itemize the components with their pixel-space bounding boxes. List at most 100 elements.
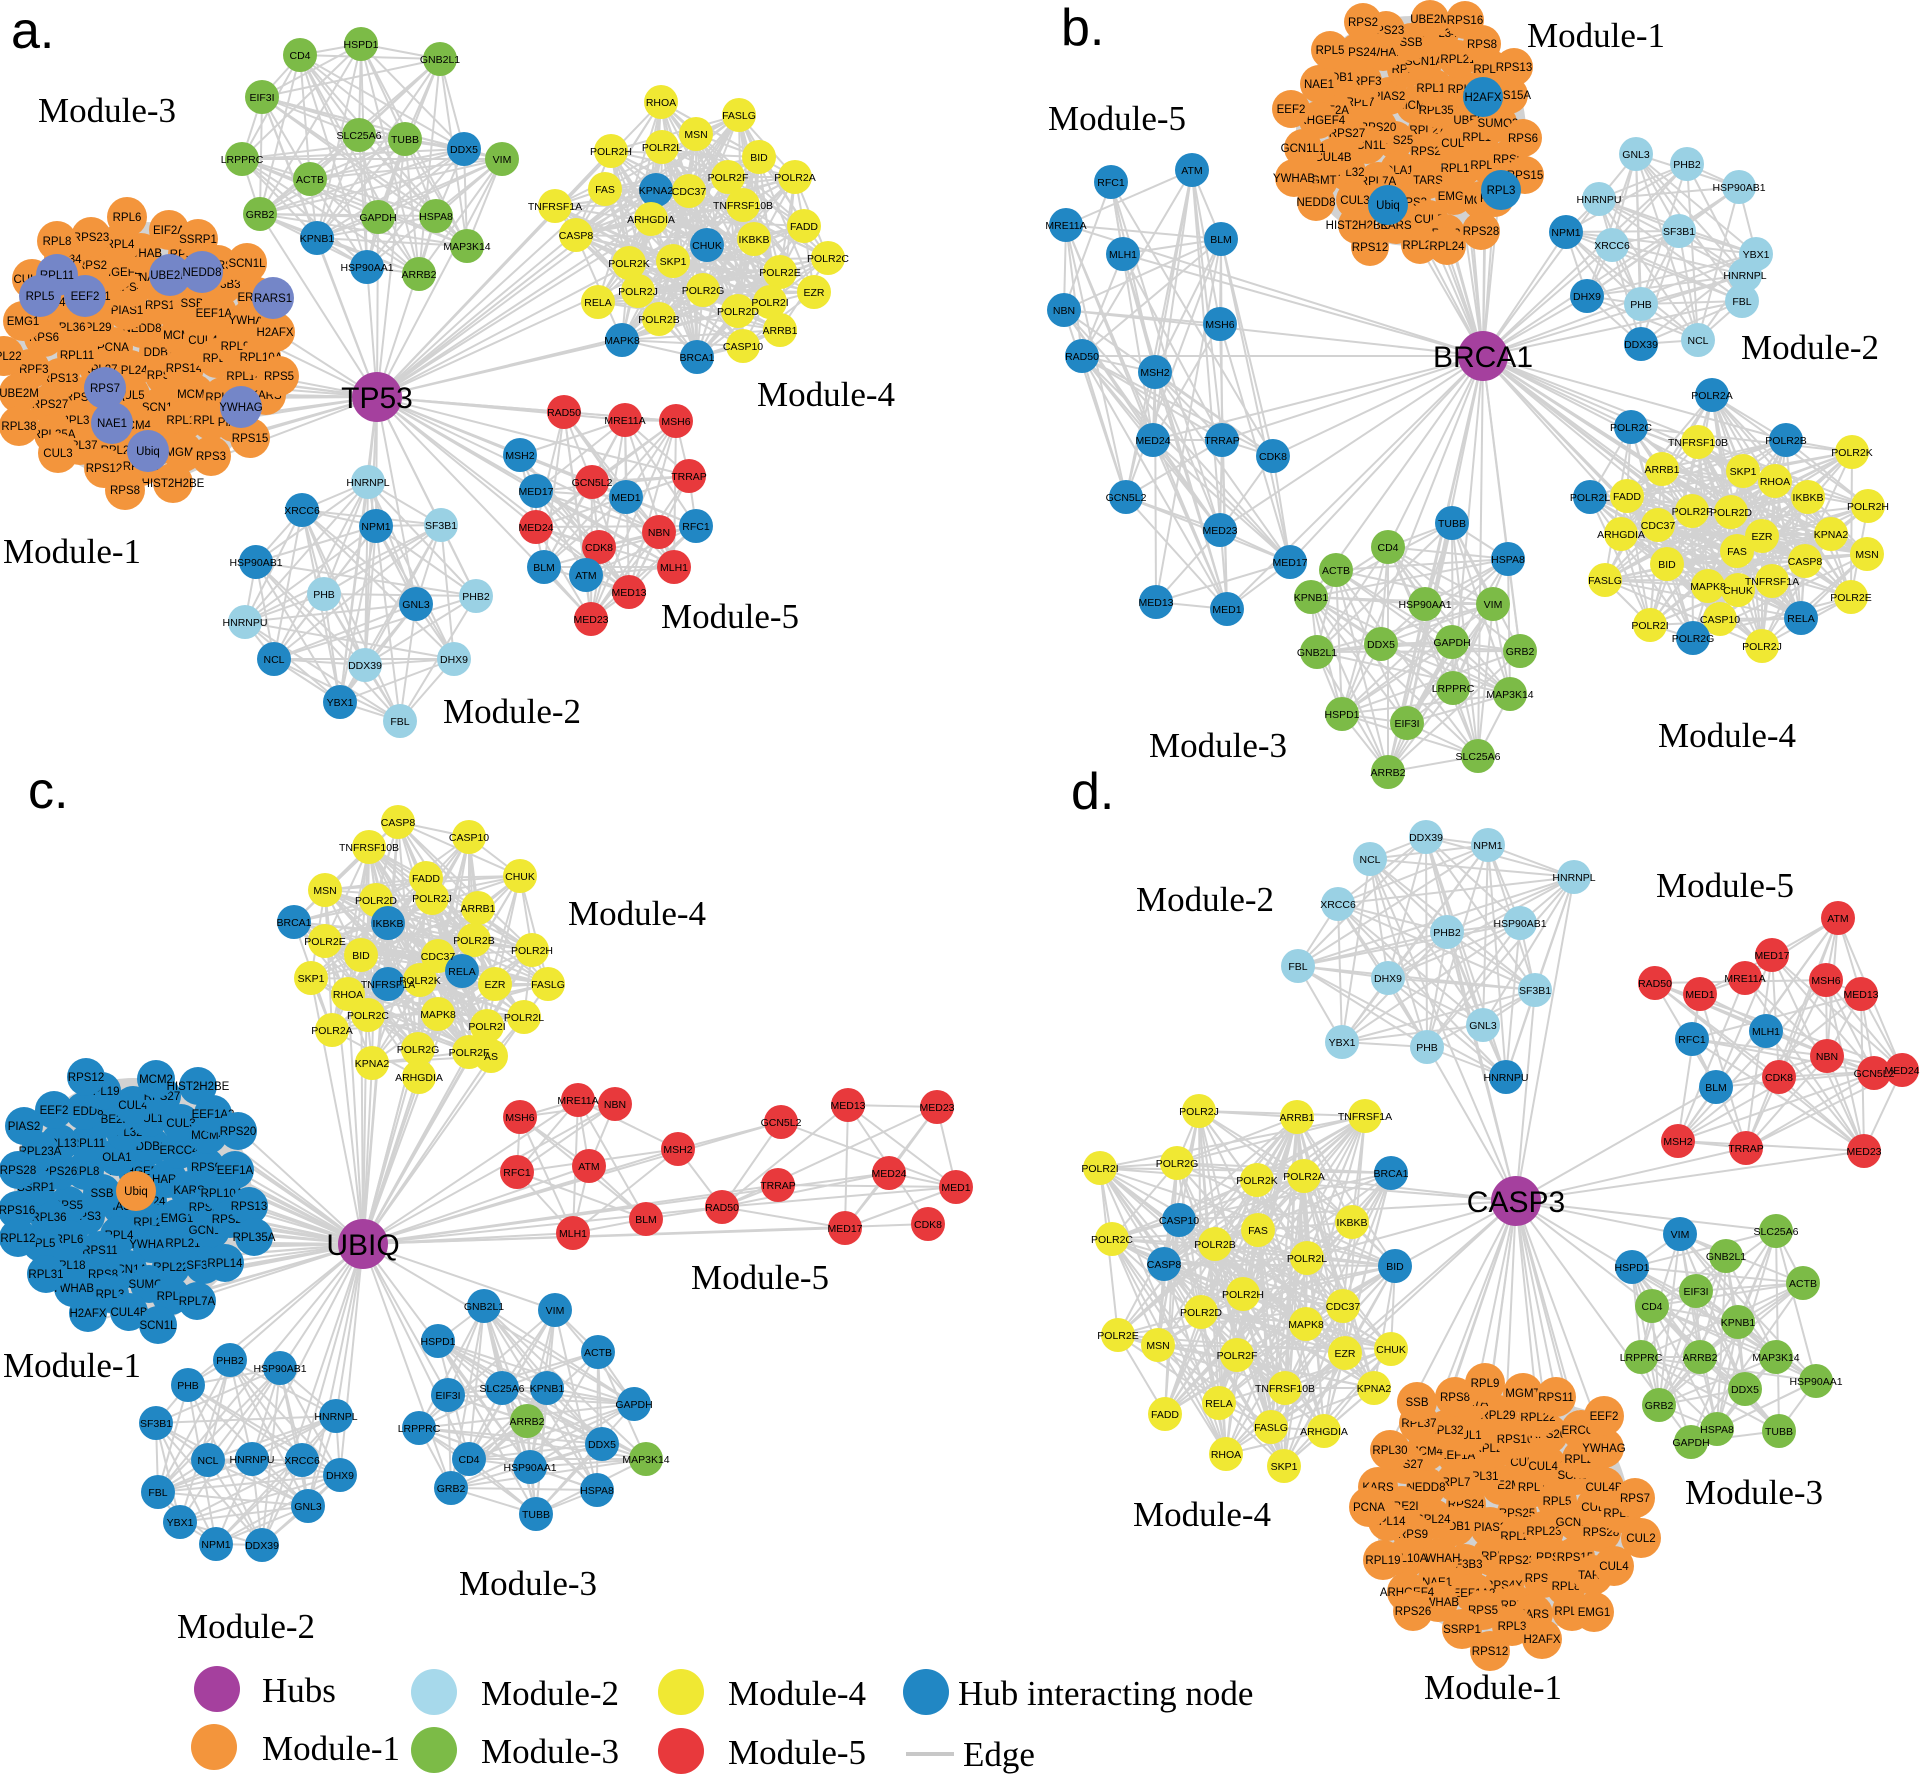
svg-text:FBL: FBL bbox=[390, 716, 409, 728]
svg-text:RPL24: RPL24 bbox=[112, 365, 148, 377]
svg-text:RPL12: RPL12 bbox=[0, 1233, 35, 1245]
svg-text:NBN: NBN bbox=[1053, 305, 1075, 317]
svg-text:TNFRSF10B: TNFRSF10B bbox=[339, 842, 399, 854]
svg-text:TNFRSF10B: TNFRSF10B bbox=[1668, 437, 1728, 449]
svg-text:MSN: MSN bbox=[1855, 549, 1878, 561]
svg-text:ARRB1: ARRB1 bbox=[1279, 1112, 1314, 1124]
svg-text:RPS28: RPS28 bbox=[0, 1165, 36, 1177]
svg-text:GCN5L2: GCN5L2 bbox=[1854, 1068, 1895, 1080]
svg-text:SSB: SSB bbox=[1405, 1397, 1428, 1409]
svg-text:IKBKB: IKBKB bbox=[1793, 492, 1824, 504]
svg-text:RPS23: RPS23 bbox=[1499, 1555, 1535, 1567]
svg-text:GNL3: GNL3 bbox=[402, 599, 430, 611]
svg-text:Module-1: Module-1 bbox=[262, 1729, 400, 1768]
svg-text:RPS16: RPS16 bbox=[0, 1205, 35, 1217]
svg-text:KPNB1: KPNB1 bbox=[1294, 592, 1329, 604]
svg-text:Module-2: Module-2 bbox=[443, 692, 581, 731]
svg-text:MED24: MED24 bbox=[871, 1168, 906, 1180]
svg-text:MED23: MED23 bbox=[573, 614, 608, 626]
svg-text:RFC1: RFC1 bbox=[503, 1167, 531, 1179]
svg-text:ARHGDIA: ARHGDIA bbox=[1597, 529, 1645, 541]
svg-text:DDX39: DDX39 bbox=[348, 660, 382, 672]
svg-text:MED1: MED1 bbox=[1685, 989, 1714, 1001]
svg-text:MAP3K14: MAP3K14 bbox=[1752, 1352, 1799, 1364]
svg-text:MSH2: MSH2 bbox=[663, 1144, 692, 1156]
svg-text:RPL8: RPL8 bbox=[43, 236, 72, 248]
svg-text:DDX5: DDX5 bbox=[450, 144, 478, 156]
svg-text:BRCA1: BRCA1 bbox=[1373, 1168, 1408, 1180]
svg-text:IKBKB: IKBKB bbox=[1337, 1217, 1368, 1229]
svg-text:RPS24: RPS24 bbox=[1340, 47, 1377, 59]
svg-text:MSH6: MSH6 bbox=[1205, 319, 1234, 331]
svg-text:PHB: PHB bbox=[313, 589, 335, 601]
svg-text:NBN: NBN bbox=[604, 1099, 626, 1111]
svg-text:TUBB: TUBB bbox=[1765, 1426, 1793, 1438]
svg-text:POLR2D: POLR2D bbox=[717, 306, 759, 318]
svg-text:RPS27: RPS27 bbox=[32, 399, 68, 411]
svg-text:ARRB1: ARRB1 bbox=[460, 903, 495, 915]
svg-text:MED13: MED13 bbox=[1843, 989, 1878, 1001]
svg-text:MSN: MSN bbox=[1146, 1340, 1169, 1352]
svg-text:Module-3: Module-3 bbox=[459, 1564, 597, 1603]
svg-text:YWHAG: YWHAG bbox=[219, 402, 263, 414]
svg-text:EIF3I: EIF3I bbox=[435, 1390, 460, 1402]
svg-text:EEF2: EEF2 bbox=[71, 291, 100, 303]
svg-text:SKP1: SKP1 bbox=[1730, 466, 1757, 478]
svg-text:ATM: ATM bbox=[575, 570, 596, 582]
svg-text:GNL3: GNL3 bbox=[294, 1501, 322, 1513]
svg-text:POLR2B: POLR2B bbox=[1765, 435, 1806, 447]
svg-text:POLR2A: POLR2A bbox=[1283, 1171, 1324, 1183]
svg-text:Module-3: Module-3 bbox=[1149, 726, 1287, 765]
svg-text:EEF2: EEF2 bbox=[1590, 1411, 1619, 1423]
svg-text:PRPF3: PRPF3 bbox=[11, 364, 48, 376]
svg-text:CDC37: CDC37 bbox=[1326, 1301, 1361, 1313]
svg-text:NPM1: NPM1 bbox=[201, 1539, 230, 1551]
svg-text:RPL6: RPL6 bbox=[55, 1234, 84, 1246]
svg-text:FBL: FBL bbox=[1732, 296, 1751, 308]
svg-text:HSPA8: HSPA8 bbox=[580, 1485, 614, 1497]
svg-text:MCM2: MCM2 bbox=[139, 1074, 173, 1086]
svg-text:MAPK8: MAPK8 bbox=[1288, 1319, 1324, 1331]
svg-text:RPS13: RPS13 bbox=[231, 1201, 267, 1213]
svg-text:SSB: SSB bbox=[90, 1188, 113, 1200]
svg-text:Module-5: Module-5 bbox=[1656, 866, 1794, 905]
svg-text:CDC37: CDC37 bbox=[672, 186, 707, 198]
svg-text:HIST2H2BE: HIST2H2BE bbox=[167, 1081, 230, 1093]
svg-text:POLR2I: POLR2I bbox=[468, 1021, 505, 1033]
svg-text:HNRNPL: HNRNPL bbox=[1723, 270, 1766, 282]
svg-text:MED17: MED17 bbox=[518, 486, 553, 498]
svg-text:FAS: FAS bbox=[1727, 546, 1747, 558]
svg-text:TP53: TP53 bbox=[341, 382, 413, 415]
svg-text:POLR2B: POLR2B bbox=[638, 314, 679, 326]
svg-text:GNB2L1: GNB2L1 bbox=[1706, 1251, 1746, 1263]
svg-text:SKP1: SKP1 bbox=[1271, 1461, 1298, 1473]
svg-text:CUL4A: CUL4A bbox=[1528, 1461, 1565, 1473]
svg-text:RPL14: RPL14 bbox=[207, 1258, 243, 1270]
svg-text:XRCC6: XRCC6 bbox=[284, 1455, 320, 1467]
svg-text:FASLG: FASLG bbox=[1254, 1422, 1288, 1434]
svg-text:EIF3I: EIF3I bbox=[249, 92, 274, 104]
svg-text:MSN: MSN bbox=[313, 885, 336, 897]
svg-text:HNRNPU: HNRNPU bbox=[230, 1454, 275, 1466]
svg-text:POLR2A: POLR2A bbox=[774, 172, 815, 184]
svg-text:RPL35A: RPL35A bbox=[233, 1232, 276, 1244]
svg-text:FBL: FBL bbox=[1288, 961, 1307, 973]
svg-text:POLR2E: POLR2E bbox=[759, 267, 800, 279]
svg-text:RHOA: RHOA bbox=[1211, 1449, 1241, 1461]
svg-text:CDK8: CDK8 bbox=[1259, 451, 1287, 463]
svg-text:NCL: NCL bbox=[1359, 854, 1380, 866]
svg-text:DHX9: DHX9 bbox=[440, 654, 468, 666]
svg-text:DDX39: DDX39 bbox=[1409, 832, 1443, 844]
svg-text:UBE2M: UBE2M bbox=[150, 270, 190, 282]
svg-text:ACTB: ACTB bbox=[1322, 565, 1350, 577]
svg-text:Module-3: Module-3 bbox=[481, 1732, 619, 1771]
svg-text:MAP3K14: MAP3K14 bbox=[443, 241, 490, 253]
svg-text:HSPA8: HSPA8 bbox=[419, 211, 453, 223]
svg-text:RPL6: RPL6 bbox=[113, 212, 142, 224]
svg-text:CUL3: CUL3 bbox=[166, 1118, 195, 1130]
svg-text:POLR2K: POLR2K bbox=[1831, 447, 1872, 459]
svg-text:RARS1: RARS1 bbox=[254, 293, 292, 305]
svg-text:PHB: PHB bbox=[177, 1380, 199, 1392]
svg-text:BRCA1: BRCA1 bbox=[276, 917, 311, 929]
svg-text:POLR2J: POLR2J bbox=[412, 893, 452, 905]
